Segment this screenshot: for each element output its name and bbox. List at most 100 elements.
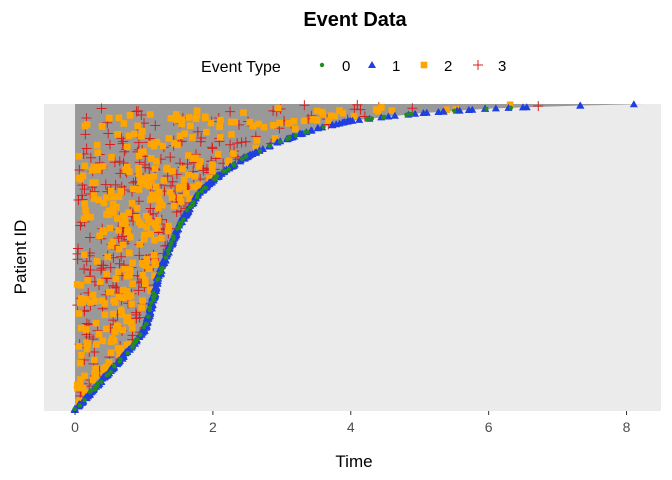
point-type-2	[271, 135, 279, 142]
x-tick-label: 4	[347, 419, 355, 435]
point-type-3	[407, 103, 418, 114]
point-type-2	[157, 234, 165, 242]
point-type-3	[131, 106, 142, 117]
point-type-2	[96, 232, 103, 240]
point-type-2	[125, 249, 133, 257]
point-type-3	[299, 100, 310, 111]
point-type-2	[216, 133, 224, 141]
point-type-2	[165, 135, 173, 142]
point-type-2	[88, 166, 96, 174]
point-type-2	[94, 149, 101, 156]
point-type-2	[93, 258, 101, 265]
point-type-2	[190, 183, 197, 191]
point-type-2	[203, 128, 210, 136]
point-type-2	[183, 190, 190, 197]
point-type-2	[327, 112, 335, 120]
point-type-2	[75, 310, 83, 317]
point-type-2	[143, 256, 150, 263]
point-type-0	[130, 345, 135, 350]
point-type-2	[80, 251, 88, 259]
point-type-3	[114, 258, 125, 269]
point-type-2	[155, 204, 162, 212]
point-type-2	[443, 106, 451, 113]
point-type-3	[196, 132, 207, 143]
point-type-0	[82, 397, 87, 403]
point-type-3	[131, 309, 142, 320]
point-type-2	[91, 370, 98, 377]
point-type-1	[439, 107, 448, 115]
point-type-2	[76, 359, 84, 367]
point-type-2	[285, 120, 292, 127]
point-type-0	[278, 139, 283, 144]
point-type-2	[146, 196, 154, 203]
point-type-2	[172, 111, 180, 118]
point-type-2	[92, 365, 99, 372]
point-type-2	[82, 206, 89, 214]
point-type-2	[83, 345, 91, 353]
point-type-2	[135, 164, 142, 172]
point-type-2	[105, 207, 113, 215]
point-type-2	[103, 194, 110, 201]
point-type-2	[196, 158, 204, 165]
point-type-2	[185, 114, 193, 121]
point-type-1	[390, 111, 399, 119]
point-type-2	[119, 212, 127, 220]
point-type-3	[104, 139, 115, 150]
point-type-2	[134, 122, 141, 130]
point-type-0	[151, 297, 156, 303]
point-type-0	[125, 350, 130, 356]
legend-label-0: 0	[342, 58, 350, 75]
point-type-2	[185, 171, 192, 179]
point-type-2	[166, 188, 174, 196]
point-type-2	[101, 311, 109, 319]
point-type-2	[135, 170, 143, 178]
point-type-2	[230, 150, 237, 157]
point-type-2	[119, 326, 127, 334]
point-type-0	[404, 112, 409, 117]
point-type-2	[124, 314, 131, 321]
point-type-2	[128, 300, 135, 308]
point-type-2	[190, 155, 197, 162]
point-type-2	[108, 153, 115, 161]
point-type-0	[285, 136, 290, 142]
point-type-2	[186, 195, 194, 203]
point-type-2	[73, 381, 81, 389]
point-type-3	[225, 106, 236, 117]
point-type-2	[350, 112, 358, 120]
point-type-0	[484, 106, 489, 111]
point-type-1	[158, 259, 167, 267]
point-type-0	[148, 300, 154, 306]
point-type-3	[165, 152, 176, 163]
point-type-2	[128, 324, 136, 332]
point-type-2	[240, 109, 247, 117]
point-type-2	[73, 281, 81, 288]
point-type-1	[152, 279, 161, 287]
point-type-1	[119, 351, 128, 359]
point-type-2	[196, 183, 203, 190]
point-type-1	[152, 284, 161, 292]
x-tick-label: 0	[71, 419, 79, 435]
point-type-2	[106, 114, 113, 122]
point-type-2	[109, 310, 117, 318]
point-type-2	[155, 217, 162, 224]
point-type-0	[382, 114, 387, 120]
point-type-2	[89, 376, 97, 384]
point-type-3	[114, 156, 125, 167]
point-type-0	[163, 255, 169, 260]
point-type-2	[276, 119, 284, 127]
point-type-0	[239, 156, 245, 162]
point-type-2	[79, 172, 87, 180]
point-type-3	[236, 137, 247, 148]
point-type-0	[156, 276, 161, 281]
point-type-2	[180, 183, 187, 190]
point-type-1	[468, 105, 477, 113]
point-type-2	[95, 330, 103, 338]
point-type-2	[99, 163, 107, 170]
point-type-2	[176, 194, 184, 201]
point-type-2	[149, 191, 156, 199]
point-type-3	[100, 179, 111, 190]
point-type-2	[120, 120, 128, 127]
point-type-2	[146, 111, 154, 118]
point-type-2	[193, 107, 201, 114]
point-type-1	[491, 104, 500, 112]
